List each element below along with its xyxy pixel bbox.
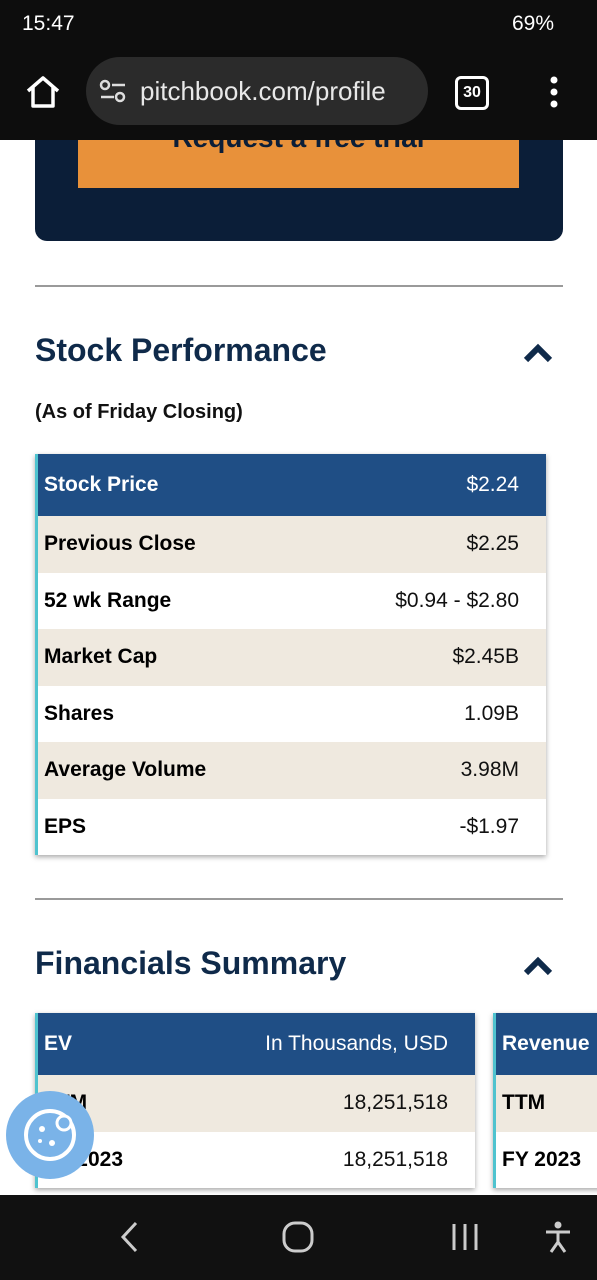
table-row: Stock Price $2.24 bbox=[38, 454, 546, 516]
row-value: -$1.97 bbox=[459, 814, 519, 838]
row-value: 18,251,518 bbox=[342, 1147, 448, 1171]
row-value: 1.09B bbox=[464, 701, 519, 725]
row-value: $2.24 bbox=[466, 473, 519, 496]
table-row: EPS -$1.97 bbox=[38, 799, 546, 856]
table-row: FY 2023 bbox=[496, 1132, 597, 1189]
row-label: TTM bbox=[502, 1091, 546, 1114]
table-row: TTM bbox=[496, 1075, 597, 1132]
row-label: EPS bbox=[44, 814, 87, 838]
row-label: Market Cap bbox=[44, 645, 158, 668]
row-value: 3.98M bbox=[460, 758, 519, 781]
row-label: Average Volume bbox=[44, 758, 207, 781]
back-button[interactable] bbox=[118, 1220, 142, 1254]
card-title: EV bbox=[44, 1032, 73, 1055]
card-header: Revenue bbox=[496, 1013, 597, 1075]
row-value: $2.45B bbox=[452, 645, 519, 668]
table-row: TTM18,251,518 bbox=[38, 1075, 475, 1132]
row-value: $2.25 bbox=[466, 532, 519, 555]
card-title: Revenue bbox=[502, 1032, 590, 1055]
battery-level: 69% bbox=[512, 12, 555, 35]
card-header: EV In Thousands, USD bbox=[38, 1013, 475, 1075]
collapse-toggle[interactable] bbox=[522, 953, 554, 977]
financial-card: EV In Thousands, USD TTM18,251,518FY 20231… bbox=[35, 1013, 475, 1188]
recents-button[interactable] bbox=[450, 1222, 480, 1252]
divider bbox=[35, 898, 563, 900]
row-label: FY 2023 bbox=[502, 1147, 582, 1171]
tab-count[interactable]: 30 bbox=[455, 76, 489, 110]
trial-button-label: Request a free trial bbox=[78, 140, 519, 154]
card-unit: In Thousands, USD bbox=[265, 1032, 448, 1055]
financial-card: Revenue TTM FY 2023 bbox=[493, 1013, 597, 1188]
trial-button[interactable]: Request a free trial bbox=[78, 140, 519, 188]
row-label: Previous Close bbox=[44, 532, 196, 555]
status-time: 15:47 bbox=[22, 12, 75, 35]
stock-table: Stock Price $2.24 Previous Close $2.25 52 wk… bbox=[35, 454, 546, 855]
url: pitchbook.com/profile bbox=[140, 76, 386, 106]
accessibility-button[interactable] bbox=[543, 1220, 573, 1254]
section-title: Stock Performance bbox=[35, 332, 327, 368]
table-row: Previous Close $2.25 bbox=[38, 516, 546, 573]
menu-button[interactable] bbox=[547, 76, 561, 108]
row-label: Stock Price bbox=[44, 473, 159, 496]
home-button[interactable] bbox=[25, 75, 61, 109]
row-value: $0.94 - $2.80 bbox=[395, 588, 519, 612]
row-value: 18,251,518 bbox=[342, 1091, 448, 1114]
row-label: 52 wk Range bbox=[44, 588, 172, 612]
table-row: Market Cap $2.45B bbox=[38, 629, 546, 686]
table-row: Average Volume 3.98M bbox=[38, 742, 546, 799]
section-subtitle: (As of Friday Closing) bbox=[35, 401, 243, 423]
row-label: Shares bbox=[44, 701, 115, 725]
address-bar[interactable]: pitchbook.com/profile bbox=[86, 57, 428, 125]
section-title: Financials Summary bbox=[35, 945, 347, 981]
divider bbox=[35, 285, 563, 287]
home-nav-button[interactable] bbox=[281, 1220, 315, 1254]
table-row: 52 wk Range $0.94 - $2.80 bbox=[38, 573, 546, 630]
table-row: Shares 1.09B bbox=[38, 686, 546, 743]
site-info-icon[interactable] bbox=[99, 79, 127, 103]
collapse-toggle[interactable] bbox=[522, 340, 554, 364]
cookie-settings-button[interactable] bbox=[6, 1091, 96, 1181]
system-nav-bar bbox=[0, 1195, 597, 1280]
